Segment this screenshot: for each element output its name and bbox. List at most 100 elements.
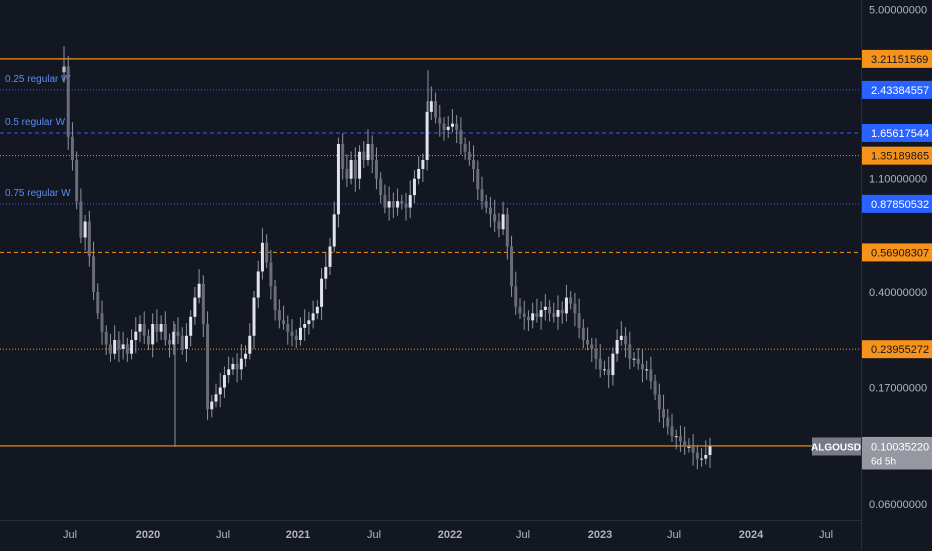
x-tick-label: 2023: [588, 529, 612, 541]
candle-body: [683, 441, 687, 447]
candle-body: [594, 348, 598, 359]
candle-body: [404, 203, 408, 208]
time-axis[interactable]: [0, 520, 861, 551]
candle-body: [273, 286, 277, 311]
level-badge-label: 0.56908307: [871, 247, 929, 259]
candle-body: [522, 313, 526, 317]
candle-body: [366, 144, 370, 161]
candle-body: [180, 335, 184, 349]
candle-body: [320, 278, 324, 307]
candle-body: [476, 168, 480, 190]
candle-body: [450, 123, 454, 127]
candle-body: [282, 320, 286, 325]
candle-body: [598, 358, 602, 370]
x-tick-label: Jul: [516, 529, 530, 541]
x-tick-label: 2021: [286, 529, 310, 541]
candle-body: [708, 446, 712, 455]
candle-body: [628, 344, 632, 359]
candle-body: [442, 123, 446, 131]
candle-body: [446, 126, 450, 131]
candle-body: [611, 353, 615, 376]
candle-body: [484, 201, 488, 208]
candle-body: [425, 111, 429, 161]
candle-body: [172, 331, 176, 345]
candle-body: [151, 324, 155, 345]
candle-body: [155, 324, 159, 332]
candle-body: [383, 195, 387, 208]
candle-body: [459, 130, 463, 145]
candle-body: [535, 313, 539, 317]
candle-body: [66, 66, 70, 137]
level-badge: [862, 146, 932, 165]
candle-body: [695, 452, 699, 459]
y-tick-label: 5.00000000: [869, 4, 927, 16]
candle-body: [277, 310, 281, 321]
candle-body: [670, 426, 674, 437]
candle-body: [400, 201, 404, 204]
candle-body: [472, 160, 476, 169]
level-badge-label: 3.21151569: [871, 54, 928, 66]
candle-body: [125, 344, 129, 354]
candle-body: [518, 306, 522, 314]
candle-body: [92, 256, 96, 292]
candle-body: [260, 242, 264, 272]
candle-body: [218, 387, 222, 395]
candle-body: [619, 335, 623, 341]
candle-body: [577, 313, 581, 328]
candle-body: [193, 297, 197, 317]
candle-body: [374, 160, 378, 179]
y-tick-label: 0.17000000: [869, 383, 927, 395]
candle-body: [252, 297, 256, 336]
level-badge-label: 2.43384557: [871, 85, 929, 97]
candle-body: [256, 271, 260, 298]
candle-body: [336, 144, 340, 215]
candle-body: [645, 369, 649, 371]
level-badge-label: 1.65617544: [871, 128, 929, 140]
candle-body: [573, 303, 577, 314]
candle-body: [505, 214, 509, 247]
level-badge: [862, 194, 932, 213]
candle-body: [438, 117, 442, 124]
price-axis[interactable]: [861, 0, 932, 550]
candle-body: [206, 324, 210, 410]
candle-body: [362, 151, 366, 161]
candle-body: [514, 286, 518, 307]
current-price-label: 0.10035220: [871, 441, 929, 453]
candle-body: [488, 207, 492, 215]
candle-body: [429, 101, 433, 112]
candle-body: [227, 369, 231, 376]
candle-body: [569, 297, 573, 304]
x-tick-label: 2024: [739, 529, 764, 541]
candle-body: [421, 160, 425, 169]
symbol-tag-label: ALGOUSD: [811, 442, 861, 453]
x-tick-label: Jul: [216, 529, 230, 541]
candle-body: [581, 327, 585, 341]
candle-body: [176, 331, 180, 336]
candle-body: [286, 324, 290, 332]
candle-body: [290, 331, 294, 336]
candle-body: [624, 335, 628, 345]
candle-body: [463, 144, 467, 152]
candle-body: [552, 313, 556, 317]
candle-body: [666, 417, 670, 427]
candle-body: [353, 160, 357, 179]
candle-body: [687, 446, 691, 448]
candle-body: [100, 313, 104, 332]
candle-body: [328, 246, 332, 267]
x-tick-label: Jul: [63, 529, 77, 541]
candle-body: [531, 313, 535, 321]
candle-body: [636, 358, 640, 364]
candle-body: [294, 335, 298, 341]
candle-body: [649, 369, 653, 382]
candle-body: [134, 331, 138, 341]
level-badge-label: 1.35189865: [871, 151, 929, 163]
candle-body: [560, 310, 564, 314]
candle-body: [138, 324, 142, 332]
candle-body: [510, 246, 514, 287]
candle-body: [632, 358, 636, 360]
level-badge: [862, 123, 932, 142]
candle-body: [657, 394, 661, 410]
level-badge: [862, 340, 932, 359]
candle-body: [75, 160, 79, 202]
